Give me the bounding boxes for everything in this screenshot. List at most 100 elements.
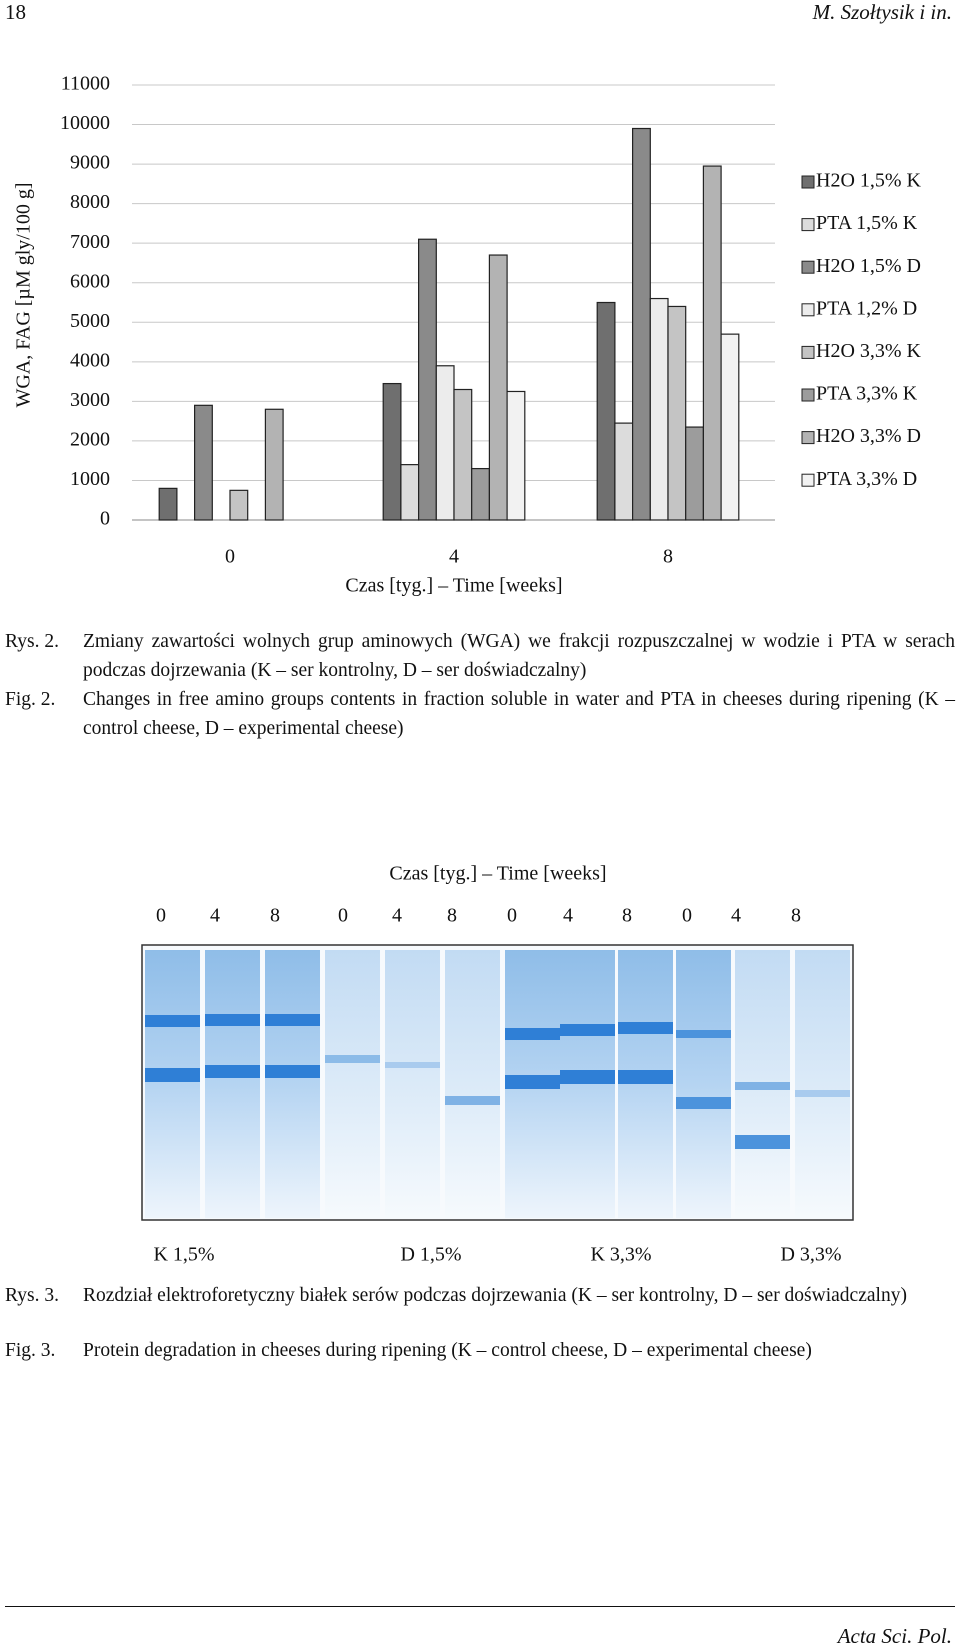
lane-label: 0 xyxy=(507,905,517,927)
caption-label: Rys. 2. xyxy=(5,631,59,652)
lane xyxy=(145,950,200,1218)
y-tick-label: 8000 xyxy=(70,191,110,213)
bar xyxy=(488,254,508,521)
band xyxy=(560,1024,615,1036)
x-tick-label: 0 xyxy=(225,546,235,568)
bar xyxy=(702,165,722,521)
caption-text: Rozdział elektroforetyczny białek serów … xyxy=(83,1285,907,1306)
bar xyxy=(382,382,402,521)
band xyxy=(735,1082,790,1090)
bar xyxy=(685,426,705,521)
page-number: 18 xyxy=(5,0,26,24)
band xyxy=(505,1075,560,1089)
y-tick-label: 2000 xyxy=(70,429,110,451)
group-label: K 1,5% xyxy=(153,1244,214,1266)
band xyxy=(265,1065,320,1078)
y-axis-label: WGA, FAG [µM gly/100 g] xyxy=(13,182,35,407)
running-title: M. Szołtysik i in. xyxy=(812,0,952,24)
caption-label: Fig. 2. xyxy=(5,689,56,710)
legend-swatch xyxy=(801,431,815,445)
caption-text: Protein degradation in cheeses during ri… xyxy=(83,1340,812,1361)
lane-label: 8 xyxy=(622,905,632,927)
bar xyxy=(400,464,420,521)
gel-bands xyxy=(145,1014,850,1149)
legend-swatch xyxy=(801,473,815,487)
bar xyxy=(453,388,473,521)
lane xyxy=(385,950,440,1218)
x-axis-label: Czas [tyg.] – Time [weeks] xyxy=(345,575,562,597)
lane-label: 8 xyxy=(791,905,801,927)
lane xyxy=(795,950,850,1218)
lane-label: 0 xyxy=(682,905,692,927)
bar xyxy=(435,365,455,521)
bar xyxy=(264,408,284,521)
band xyxy=(385,1062,440,1068)
footer-rule xyxy=(5,1606,955,1607)
legend-label: H2O 1,5% K xyxy=(816,170,922,192)
gel-axis-title: Czas [tyg.] – Time [weeks] xyxy=(389,863,606,885)
lane-label: 0 xyxy=(338,905,348,927)
band xyxy=(505,1028,560,1040)
band xyxy=(325,1055,380,1063)
chart: 0 1000 2000 3000 4000 5000 6000 7000 8000 9000 100… xyxy=(13,73,922,597)
band xyxy=(735,1135,790,1149)
lane-label: 8 xyxy=(447,905,457,927)
x-tick-label: 8 xyxy=(663,546,673,568)
bar xyxy=(194,404,213,521)
lane xyxy=(265,950,320,1218)
lane-label: 8 xyxy=(270,905,280,927)
y-tick-label: 0 xyxy=(100,508,110,530)
legend-swatch xyxy=(801,260,815,274)
bar xyxy=(649,297,669,521)
legend-label: H2O 3,3% K xyxy=(816,340,922,362)
band xyxy=(205,1014,260,1026)
bar xyxy=(418,238,437,521)
caption-text: Zmiany zawartości wolnych grup aminowych… xyxy=(83,631,955,681)
bar xyxy=(667,305,687,521)
legend-swatch xyxy=(801,345,815,359)
caption-label: Rys. 3. xyxy=(5,1285,59,1306)
group-label: K 3,3% xyxy=(590,1244,651,1266)
y-tick-label: 6000 xyxy=(70,270,110,292)
band xyxy=(560,1070,615,1084)
band xyxy=(145,1015,200,1027)
caption: Rys. 3. Rozdział elektroforetyczny białek… xyxy=(5,1282,955,1311)
caption-label: Fig. 3. xyxy=(5,1340,56,1361)
legend-label: PTA 3,3% D xyxy=(816,468,917,490)
group-label: D 3,3% xyxy=(780,1244,841,1266)
gel-figure: Czas [tyg.] – Time [weeks] xyxy=(141,863,854,1266)
y-tick-label: 5000 xyxy=(70,310,110,332)
lane-label: 4 xyxy=(731,905,741,927)
caption: Fig. 2. Changes in free amino groups cont… xyxy=(5,686,955,743)
band xyxy=(205,1065,260,1078)
legend-swatch xyxy=(801,218,815,232)
bar xyxy=(471,467,491,521)
legend-label: H2O 3,3% D xyxy=(816,425,921,447)
y-tick-label: 11000 xyxy=(61,73,110,95)
lane-label: 4 xyxy=(392,905,402,927)
bar xyxy=(229,489,249,521)
band xyxy=(618,1070,673,1084)
lane-label: 4 xyxy=(210,905,220,927)
y-tick-label: 7000 xyxy=(70,231,110,253)
x-tick-label: 4 xyxy=(449,546,459,568)
lane-label: 4 xyxy=(563,905,573,927)
legend-swatch xyxy=(801,175,815,189)
bar xyxy=(720,333,740,521)
band xyxy=(145,1068,200,1082)
bar xyxy=(158,487,178,521)
band xyxy=(445,1096,500,1105)
lane-label: 0 xyxy=(156,905,166,927)
group-label: D 1,5% xyxy=(400,1244,461,1266)
legend-label: PTA 1,2% D xyxy=(816,297,917,319)
lane xyxy=(676,950,731,1218)
band xyxy=(676,1097,731,1109)
bar xyxy=(614,422,634,521)
legend-label: H2O 1,5% D xyxy=(816,255,921,277)
band xyxy=(618,1022,673,1034)
bar xyxy=(596,301,616,521)
bar xyxy=(631,127,651,521)
journal-name: Acta Sci. Pol. xyxy=(837,1624,952,1648)
legend-label: PTA 3,3% K xyxy=(816,383,918,405)
